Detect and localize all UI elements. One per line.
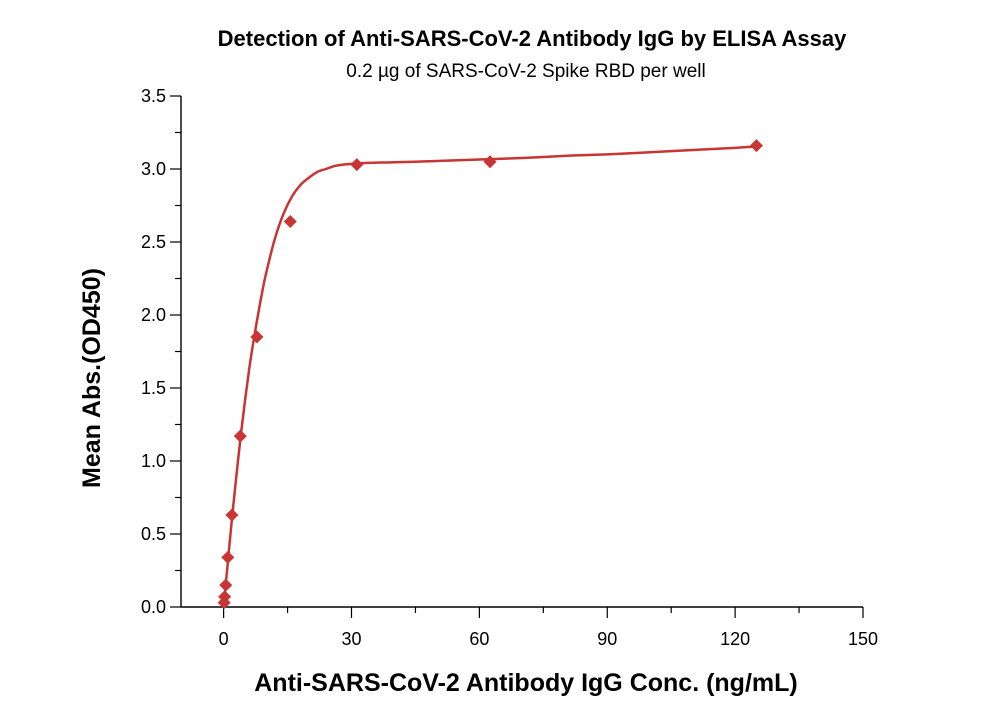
axes-group: 0.0 0.5 1.0 1.5 2.0 2.5 3.0 3.5 0 30 60 90 120 150 — [141, 86, 878, 649]
y-tick-label: 1.0 — [141, 451, 166, 471]
x-tick-label: 120 — [720, 629, 750, 649]
x-tick-label: 60 — [469, 629, 489, 649]
x-tick-label: 30 — [341, 629, 361, 649]
title-group: Detection of Anti-SARS-CoV-2 Antibody Ig… — [218, 26, 847, 82]
y-tick-label: 3.5 — [141, 86, 166, 106]
data-point — [218, 590, 232, 604]
data-point — [350, 158, 364, 172]
plot-area — [217, 139, 763, 610]
y-tick-label: 2.0 — [141, 305, 166, 325]
data-point — [221, 550, 235, 564]
chart-subtitle: 0.2 µg of SARS-CoV-2 Spike RBD per well — [346, 61, 705, 82]
data-point — [749, 139, 763, 153]
y-axis-label: Mean Abs.(OD450) — [78, 268, 106, 488]
x-tick-label: 0 — [219, 629, 229, 649]
y-tick-label: 0.5 — [141, 524, 166, 544]
x-axis-label: Anti-SARS-CoV-2 Antibody IgG Conc. (ng/m… — [254, 669, 797, 697]
y-tick-label: 2.5 — [141, 232, 166, 252]
data-point — [483, 155, 497, 169]
chart-title: Detection of Anti-SARS-CoV-2 Antibody Ig… — [218, 26, 847, 51]
data-point — [225, 508, 239, 522]
data-point — [219, 578, 233, 592]
y-tick-label: 0.0 — [141, 597, 166, 617]
data-point — [283, 215, 297, 229]
y-tick-label: 1.5 — [141, 378, 166, 398]
fit-curve — [222, 145, 757, 608]
data-point — [250, 330, 264, 344]
x-axis-ticks: 0 30 60 90 120 150 — [219, 607, 878, 649]
data-points — [217, 139, 763, 610]
x-tick-label: 150 — [848, 629, 878, 649]
data-point — [233, 429, 247, 443]
y-tick-label: 3.0 — [141, 159, 166, 179]
x-tick-label: 90 — [597, 629, 617, 649]
y-axis-ticks: 0.0 0.5 1.0 1.5 2.0 2.5 3.0 3.5 — [141, 86, 181, 617]
